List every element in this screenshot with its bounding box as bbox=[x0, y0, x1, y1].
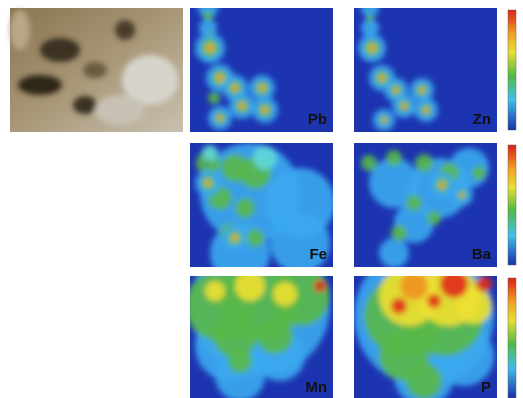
element-maps: Pb Zn Fe Ba Mn P bbox=[185, 0, 497, 398]
element-label: Mn bbox=[305, 379, 327, 396]
intensity-blob bbox=[270, 213, 330, 273]
intensity-blob bbox=[218, 116, 222, 120]
intensity-blob bbox=[361, 155, 377, 171]
colorbar bbox=[508, 10, 516, 130]
element-label: Pb bbox=[308, 111, 327, 128]
intensity-blob bbox=[394, 88, 398, 92]
element-label: Fe bbox=[309, 246, 327, 263]
intensity-blob bbox=[233, 86, 237, 90]
intensity-blob bbox=[218, 76, 223, 81]
intensity-blob bbox=[235, 198, 255, 218]
intensity-blob bbox=[366, 14, 374, 22]
intensity-blob bbox=[207, 45, 212, 50]
intensity-blob bbox=[253, 146, 277, 170]
intensity-blob bbox=[240, 104, 244, 108]
intensity-blob bbox=[233, 236, 237, 240]
intensity-blob bbox=[257, 318, 293, 354]
intensity-blob bbox=[235, 271, 265, 301]
element-map: Fe bbox=[190, 143, 335, 283]
intensity-blob bbox=[246, 229, 264, 247]
intensity-blob bbox=[400, 272, 428, 300]
intensity-blob bbox=[205, 281, 225, 301]
intensity-blob bbox=[314, 280, 326, 292]
intensity-blob bbox=[424, 108, 428, 112]
intensity-blob bbox=[391, 225, 407, 241]
intensity-blob bbox=[391, 298, 407, 314]
element-map: P bbox=[354, 246, 497, 398]
element-label: P bbox=[481, 379, 491, 396]
intensity-blob bbox=[440, 183, 444, 187]
intensity-blob bbox=[202, 145, 218, 161]
colorbar bbox=[508, 278, 516, 398]
intensity-blob bbox=[228, 349, 252, 373]
intensity-blob bbox=[208, 92, 220, 104]
intensity-blob bbox=[383, 119, 386, 122]
intensity-blob bbox=[427, 294, 441, 308]
intensity-blob bbox=[203, 11, 213, 21]
figure: Pb Zn Fe Ba Mn P bbox=[0, 0, 523, 398]
intensity-blob bbox=[440, 270, 468, 298]
element-map: Zn bbox=[354, 0, 497, 132]
intensity-blob bbox=[402, 104, 406, 108]
intensity-blob bbox=[380, 76, 384, 80]
intensity-blob bbox=[427, 211, 441, 225]
intensity-blob bbox=[406, 363, 442, 398]
intensity-blob bbox=[415, 154, 433, 172]
element-label: Ba bbox=[472, 246, 492, 263]
intensity-blob bbox=[379, 238, 409, 268]
intensity-blob bbox=[461, 194, 464, 197]
intensity-blob bbox=[370, 46, 375, 51]
element-label: Zn bbox=[473, 111, 491, 128]
intensity-blob bbox=[420, 88, 424, 92]
heatmap bbox=[354, 246, 497, 398]
intensity-blob bbox=[472, 166, 486, 180]
intensity-blob bbox=[263, 108, 267, 112]
element-map: Pb bbox=[190, 0, 333, 132]
element-map: Ba bbox=[354, 143, 497, 268]
intensity-blob bbox=[406, 195, 422, 211]
intensity-blob bbox=[476, 276, 492, 292]
intensity-blob bbox=[386, 150, 402, 166]
intensity-blob bbox=[273, 282, 297, 306]
photo bbox=[10, 8, 183, 132]
intensity-blob bbox=[206, 181, 210, 185]
intensity-blob bbox=[260, 86, 264, 90]
colorbar bbox=[508, 145, 516, 265]
